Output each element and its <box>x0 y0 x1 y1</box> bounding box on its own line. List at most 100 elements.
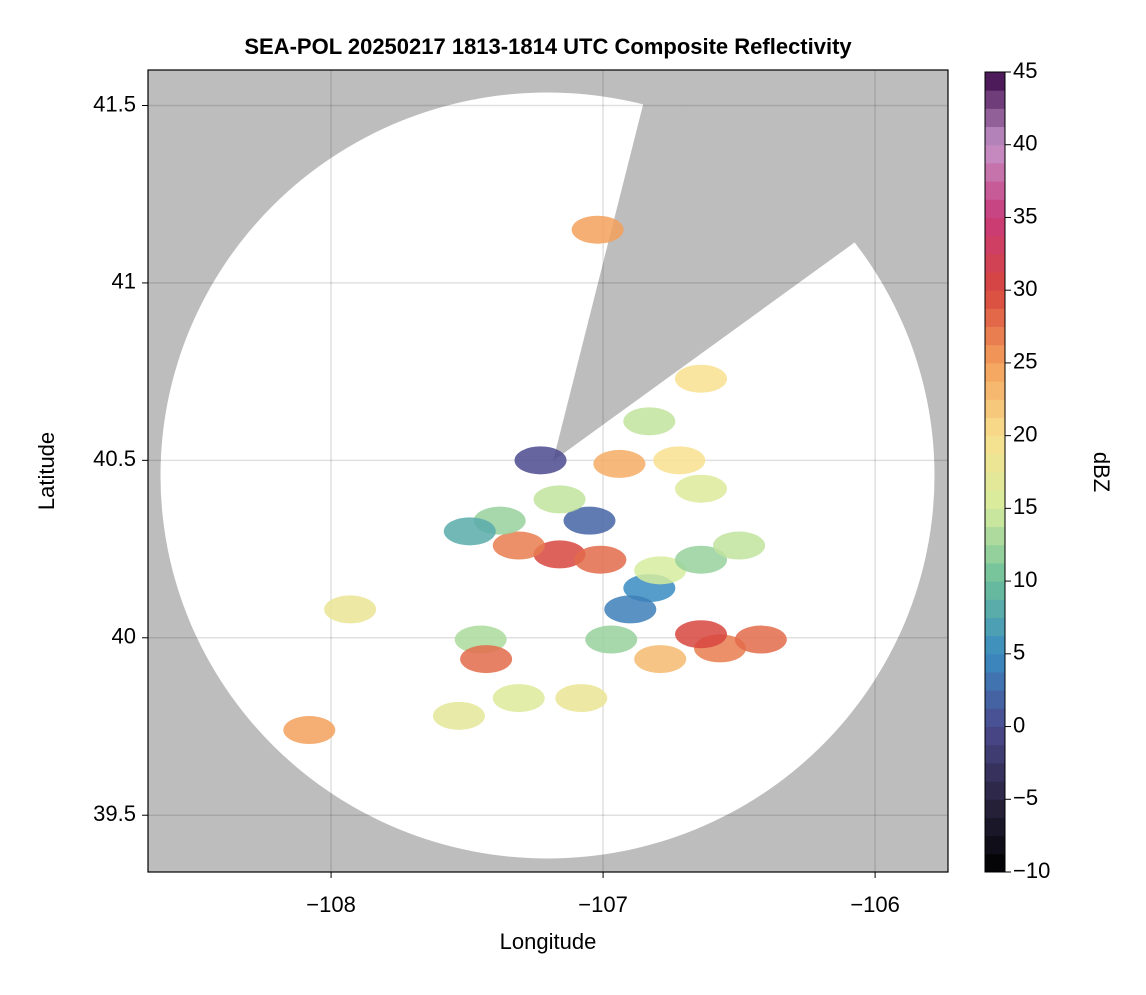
x-tick-label: −106 <box>850 892 900 917</box>
colorbar-step <box>985 362 1005 382</box>
echo-cell <box>432 701 485 730</box>
colorbar-tick-label: 10 <box>1013 567 1037 592</box>
x-tick-label: −108 <box>306 892 356 917</box>
echo-cell <box>533 485 586 514</box>
colorbar-step <box>985 217 1005 237</box>
colorbar-step <box>985 762 1005 782</box>
echo-cell <box>634 556 687 585</box>
colorbar-step <box>985 744 1005 764</box>
colorbar-step <box>985 162 1005 182</box>
colorbar-step <box>985 399 1005 418</box>
y-tick-label: 39.5 <box>93 801 136 826</box>
colorbar-step <box>985 126 1005 146</box>
echo-cell <box>734 625 787 654</box>
colorbar-step <box>985 490 1005 509</box>
colorbar-step <box>985 562 1005 582</box>
colorbar-tick-label: −10 <box>1013 858 1050 883</box>
echo-cell <box>492 531 545 560</box>
echo-cell <box>585 625 638 654</box>
colorbar-step <box>985 781 1005 800</box>
colorbar-step <box>985 381 1005 400</box>
colorbar-label: dBZ <box>1089 452 1114 492</box>
colorbar-step <box>985 253 1005 273</box>
colorbar-tick-label: 25 <box>1013 349 1037 374</box>
colorbar-step <box>985 90 1005 109</box>
colorbar: −10 −5 0 5 10 15 20 25 30 35 40 45 <box>984 58 1050 883</box>
y-tick-label: 40 <box>112 624 136 649</box>
y-tick-label: 40.5 <box>93 446 136 471</box>
grid <box>148 70 948 872</box>
y-tick-label: 41 <box>112 269 136 294</box>
echo-cell <box>324 595 377 624</box>
echo-cell <box>593 449 646 478</box>
colorbar-step <box>985 708 1005 728</box>
colorbar-step <box>985 290 1005 309</box>
echo-cell <box>623 407 676 436</box>
echo-cell <box>533 540 586 569</box>
colorbar-step <box>985 72 1005 91</box>
x-tick-label: −107 <box>578 892 628 917</box>
colorbar-step <box>985 144 1005 164</box>
colorbar-step <box>985 181 1005 200</box>
echo-cell <box>713 531 766 560</box>
colorbar-tick-label: 40 <box>1013 131 1037 156</box>
echo-cell <box>653 446 706 475</box>
echo-cell <box>675 474 728 503</box>
echo-cell <box>563 506 616 535</box>
colorbar-tick-label: 15 <box>1013 494 1037 519</box>
colorbar-step <box>985 435 1005 455</box>
x-axis-label: Longitude <box>500 929 597 954</box>
colorbar-step <box>985 326 1005 346</box>
colorbar-step <box>985 344 1005 364</box>
colorbar-step <box>985 799 1005 818</box>
echo-cell <box>443 517 496 546</box>
echo-cell <box>604 595 657 624</box>
echo-cell <box>283 716 336 745</box>
colorbar-tick-label: 30 <box>1013 276 1037 301</box>
echo-cell <box>675 620 728 649</box>
colorbar-step <box>985 453 1005 473</box>
colorbar-tick-label: 45 <box>1013 58 1037 83</box>
echo-cell <box>492 684 545 713</box>
colorbar-step <box>985 726 1005 746</box>
plot-frame <box>147 69 949 873</box>
colorbar-step <box>985 853 1005 873</box>
colorbar-step <box>985 835 1005 855</box>
colorbar-step <box>985 199 1005 218</box>
colorbar-tick-label: −5 <box>1013 785 1038 810</box>
colorbar-step <box>985 817 1005 837</box>
colorbar-tick-label: 5 <box>1013 640 1025 665</box>
colorbar-step <box>985 417 1005 437</box>
colorbar-step <box>985 653 1005 673</box>
echo-cell <box>574 545 627 574</box>
colorbar-step <box>985 672 1005 691</box>
chart-title: SEA-POL 20250217 1813-1814 UTC Composite… <box>244 34 852 59</box>
echoes <box>283 215 787 745</box>
echo-cell <box>571 215 624 244</box>
y-tick-label: 41.5 <box>93 91 136 116</box>
colorbar-step <box>985 526 1005 546</box>
colorbar-step <box>985 581 1005 600</box>
colorbar-frame <box>984 71 1006 873</box>
echo-cell <box>514 446 567 475</box>
echo-cell <box>634 645 687 674</box>
colorbar-step <box>985 272 1005 291</box>
colorbar-tick-label: 35 <box>1013 203 1037 228</box>
echo-cell <box>460 645 513 674</box>
colorbar-tick-label: 0 <box>1013 712 1025 737</box>
blocked-sector <box>553 97 858 461</box>
colorbar-step <box>985 108 1005 128</box>
colorbar-step <box>985 235 1005 255</box>
echo-cell <box>675 364 728 393</box>
colorbar-step <box>985 308 1005 328</box>
colorbar-step <box>985 472 1005 491</box>
colorbar-tick-label: 20 <box>1013 421 1037 446</box>
colorbar-step <box>985 508 1005 528</box>
colorbar-step <box>985 690 1005 709</box>
echo-cell <box>675 545 728 574</box>
colorbar-step <box>985 617 1005 637</box>
y-axis-label: Latitude <box>34 432 59 510</box>
colorbar-step <box>985 544 1005 564</box>
